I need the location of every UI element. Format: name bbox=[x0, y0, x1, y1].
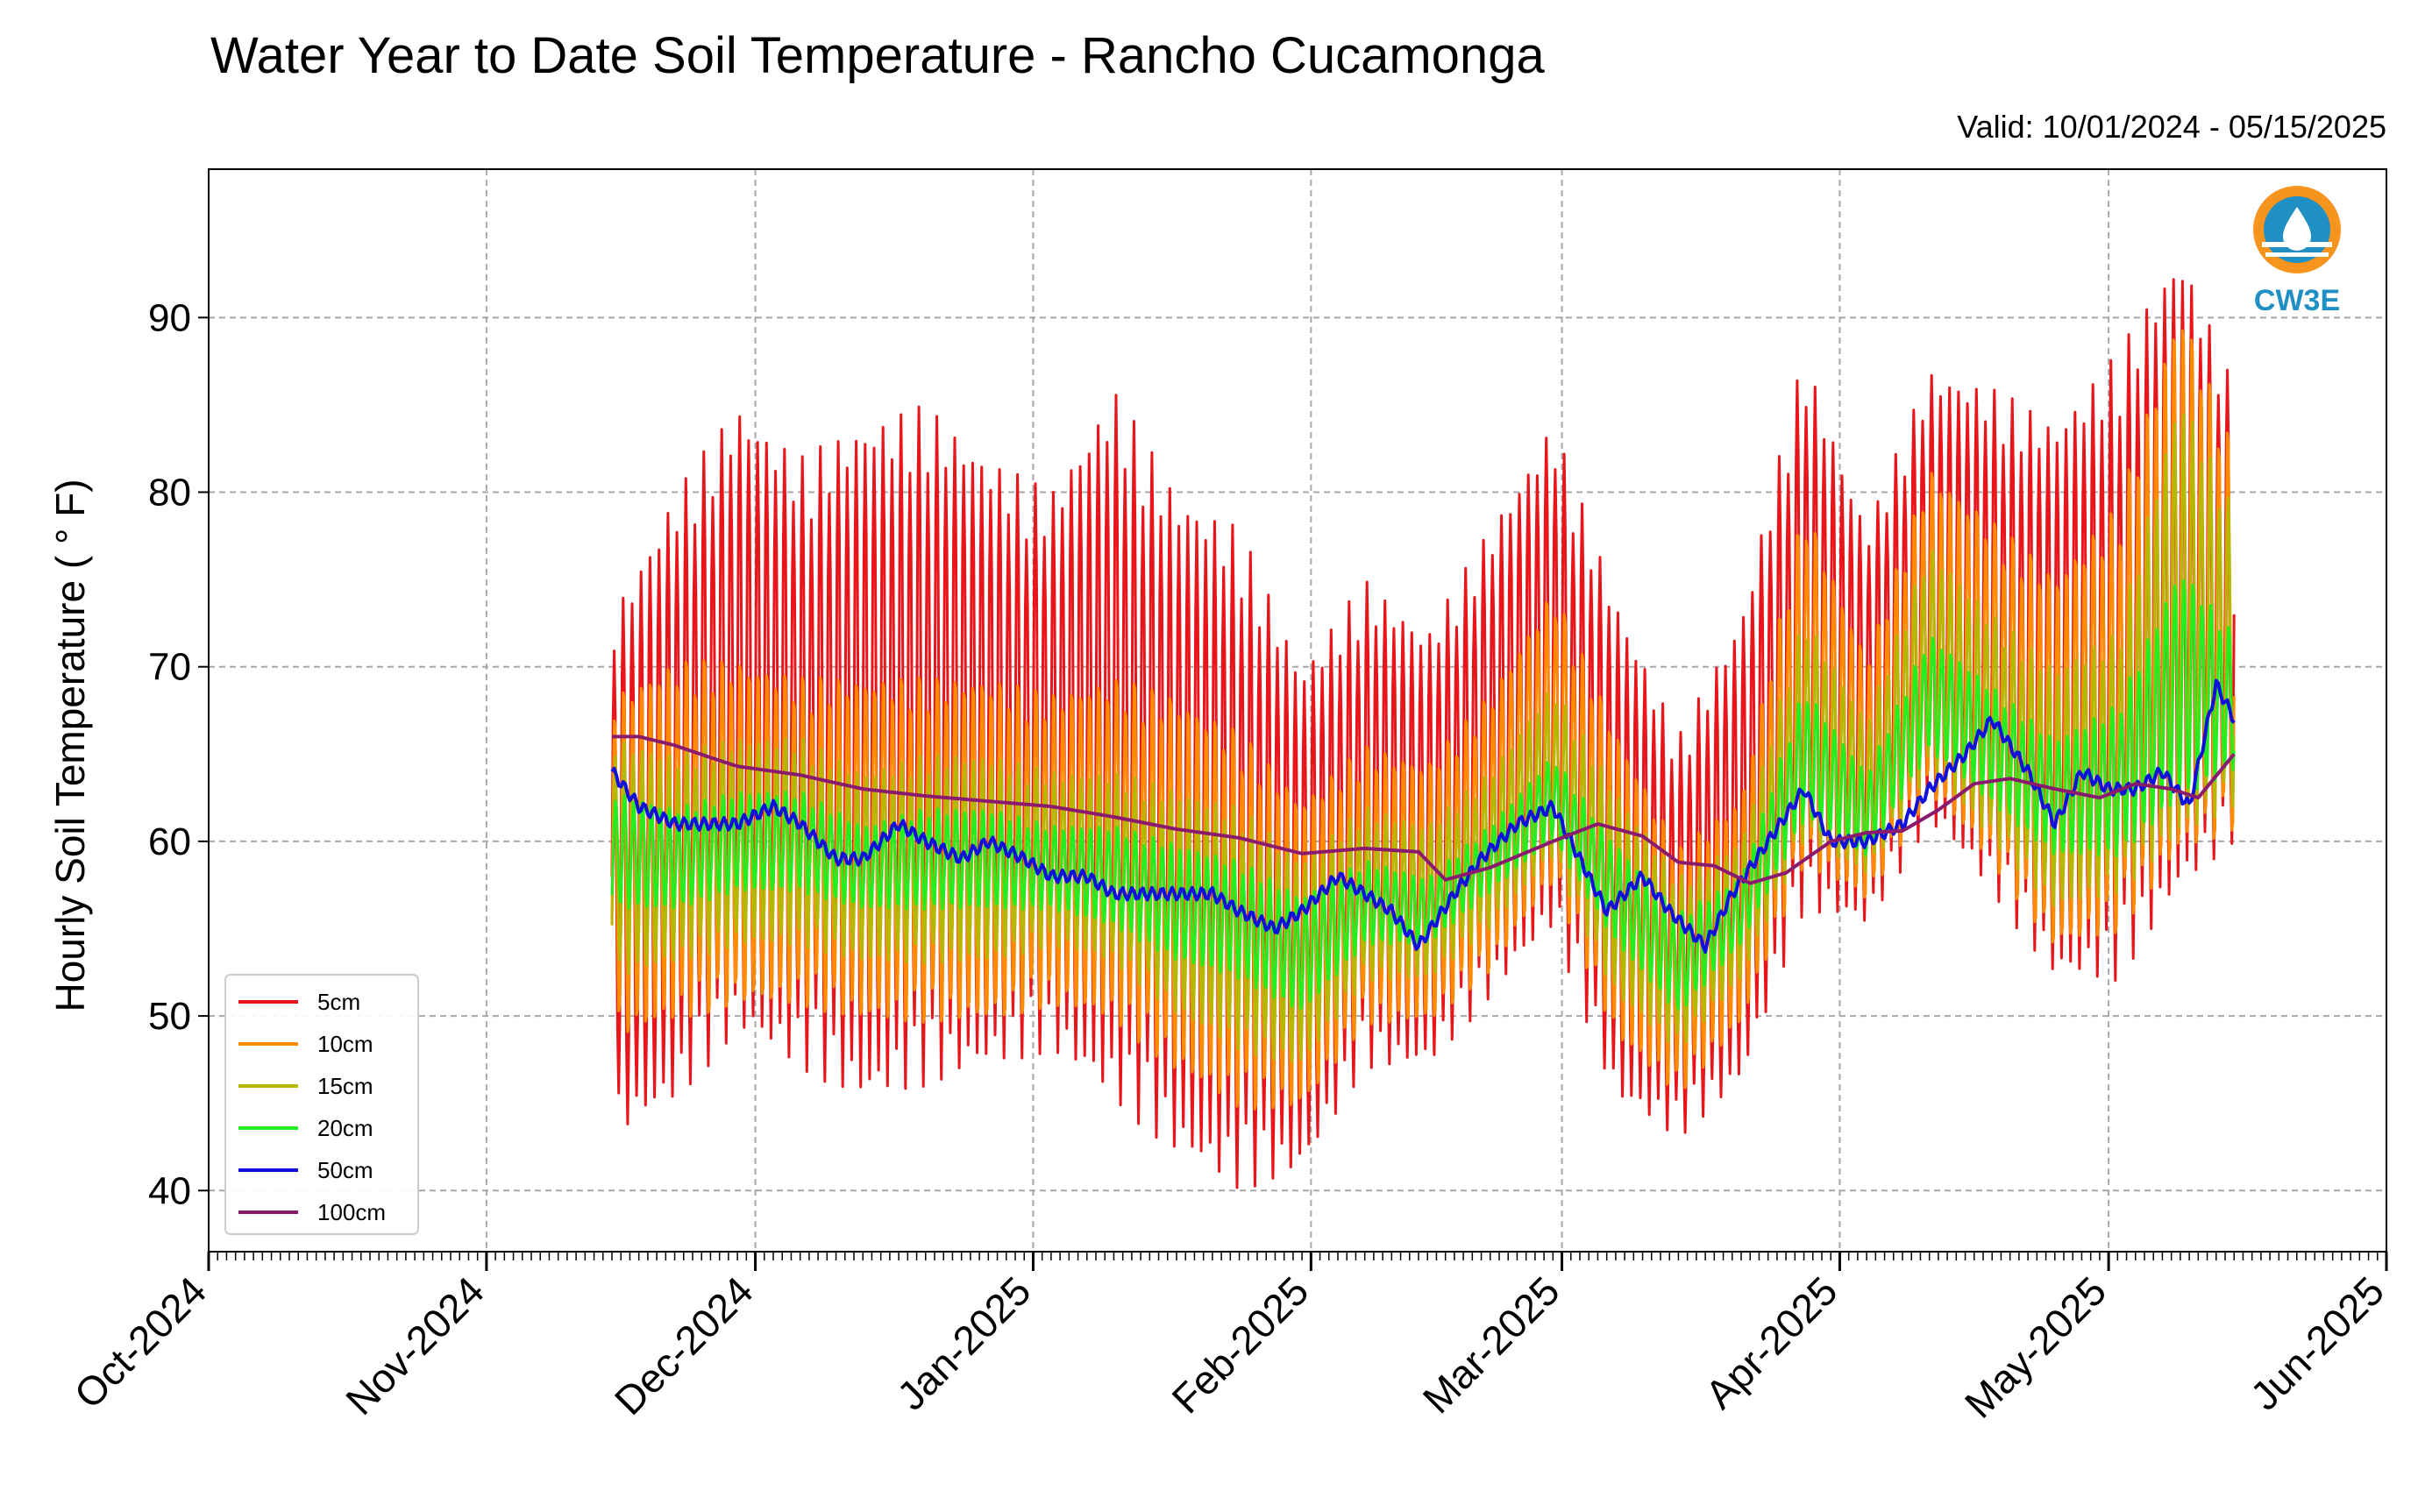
legend-label-15cm: 15cm bbox=[317, 1073, 373, 1099]
y-tick-label: 90 bbox=[148, 296, 191, 339]
logo-drop-icon bbox=[2283, 207, 2311, 251]
x-tick-label: Mar-2025 bbox=[1414, 1267, 1568, 1422]
legend-label-50cm: 50cm bbox=[317, 1157, 373, 1183]
y-tick-label: 80 bbox=[148, 472, 191, 515]
legend-label-20cm: 20cm bbox=[317, 1115, 373, 1141]
x-tick-label: Apr-2025 bbox=[1696, 1267, 1846, 1417]
x-tick-label: Jun-2025 bbox=[2242, 1267, 2393, 1418]
logo-wave-icon bbox=[2265, 252, 2329, 257]
x-tick-label: Jan-2025 bbox=[888, 1267, 1039, 1418]
series-line-20cm bbox=[610, 579, 2236, 1011]
series-line-100cm bbox=[612, 735, 2236, 885]
y-tick-label: 70 bbox=[148, 646, 191, 689]
x-tick-label: Feb-2025 bbox=[1163, 1267, 1317, 1422]
series-layer bbox=[610, 278, 2236, 1189]
y-tick-label: 40 bbox=[148, 1169, 191, 1212]
legend-label-100cm: 100cm bbox=[317, 1199, 386, 1225]
x-tick-label: Nov-2024 bbox=[337, 1267, 493, 1423]
x-tick-label: Dec-2024 bbox=[606, 1267, 762, 1423]
plot-frame bbox=[208, 168, 2387, 1253]
series-line-50cm bbox=[610, 678, 2236, 954]
chart-subtitle: Valid: 10/01/2024 - 05/15/2025 bbox=[1957, 109, 2386, 145]
logo-text: CW3E bbox=[2254, 284, 2340, 317]
legend: 5cm 10cm 15cm 20cm 50cm 100cm bbox=[224, 974, 419, 1235]
y-axis-label: Hourly Soil Temperature ( ° F) bbox=[47, 479, 93, 1012]
chart-title: Water Year to Date Soil Temperature - Ra… bbox=[210, 27, 1545, 84]
y-tick-label: 60 bbox=[148, 820, 191, 863]
cw3e-logo: CW3E bbox=[2253, 186, 2341, 317]
legend-label-5cm: 5cm bbox=[317, 989, 360, 1015]
legend-label-10cm: 10cm bbox=[317, 1031, 373, 1057]
x-tick-label: Oct-2024 bbox=[66, 1267, 216, 1417]
x-tick-label: May-2025 bbox=[1956, 1267, 2115, 1426]
y-tick-label: 50 bbox=[148, 995, 191, 1038]
